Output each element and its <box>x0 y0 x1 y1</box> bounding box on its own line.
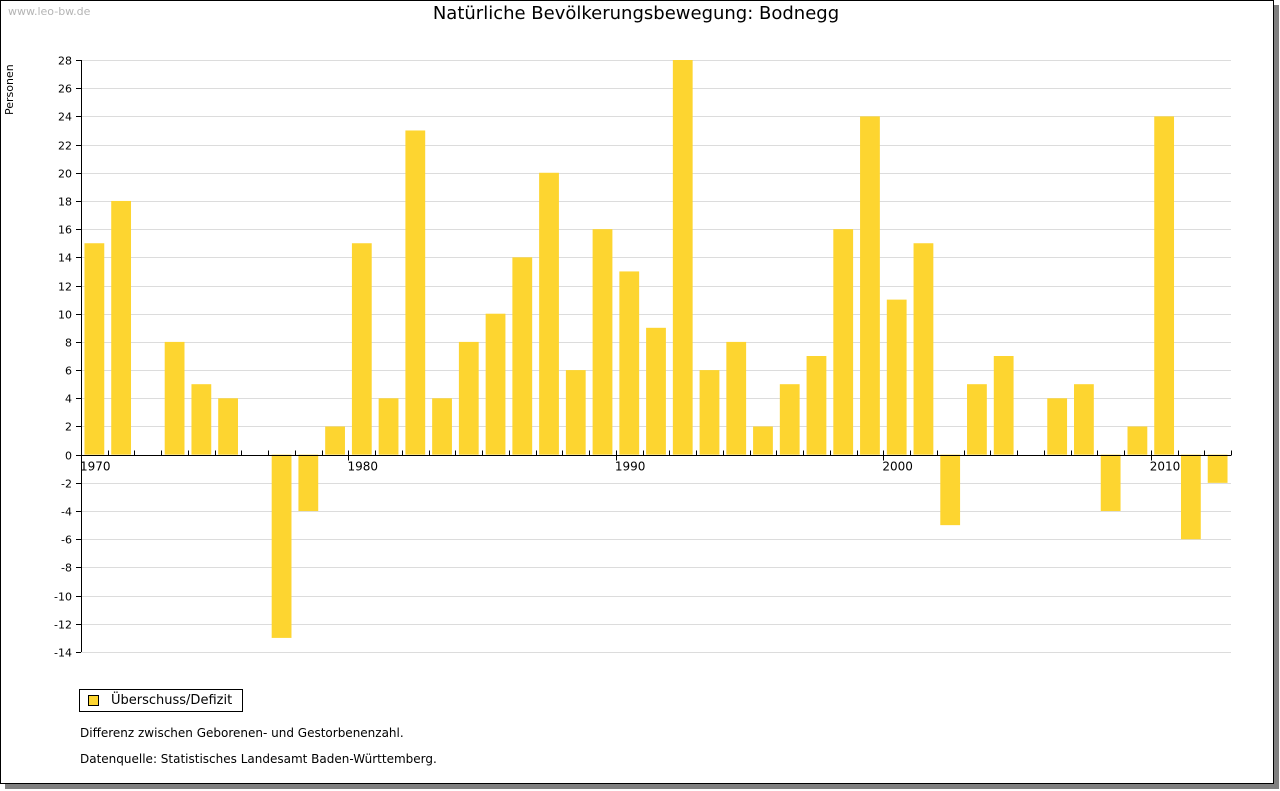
y-tick-label: 6 <box>65 365 72 378</box>
x-tick-label: 2010 <box>1150 460 1181 474</box>
y-tick-label: 16 <box>58 224 72 237</box>
y-tick-label: 10 <box>58 309 72 322</box>
y-tick-label: 18 <box>58 196 72 209</box>
x-tick-label: 2000 <box>882 460 913 474</box>
bar <box>405 130 426 455</box>
bar <box>619 271 640 455</box>
bar <box>1207 454 1228 483</box>
bar <box>913 243 934 455</box>
bar <box>298 454 319 512</box>
y-tick-label: -6 <box>61 534 72 547</box>
y-tick-label: -4 <box>61 506 72 519</box>
bar <box>458 341 479 455</box>
legend-label: Überschuss/Defizit <box>111 693 233 708</box>
bar <box>940 454 961 526</box>
bar <box>993 356 1014 455</box>
bar <box>1100 454 1121 512</box>
y-tick-label: 2 <box>65 421 72 434</box>
bar <box>646 327 666 455</box>
y-tick-label: 28 <box>58 55 72 68</box>
bar <box>1154 116 1175 455</box>
bar <box>886 299 907 455</box>
x-tick-label: 1980 <box>347 460 378 474</box>
bar <box>699 370 720 455</box>
x-tick-label: 1990 <box>615 460 646 474</box>
y-tick-label: 0 <box>65 450 72 463</box>
bar <box>779 384 800 455</box>
bar <box>378 398 399 455</box>
footnote: Differenz zwischen Geborenen- und Gestor… <box>80 726 404 740</box>
y-tick-label: -12 <box>54 619 72 632</box>
bar <box>539 172 559 455</box>
bar <box>833 229 854 455</box>
y-tick-label: -2 <box>61 478 72 491</box>
legend-swatch <box>88 695 99 706</box>
y-tick-label: 8 <box>65 337 72 350</box>
bar <box>565 370 586 455</box>
bar <box>753 426 773 455</box>
bar <box>191 384 212 455</box>
y-tick-label: -10 <box>54 591 72 604</box>
y-tick-label: -8 <box>61 562 72 575</box>
y-tick-label: 12 <box>58 281 72 294</box>
bar <box>218 398 238 455</box>
bar <box>860 116 880 455</box>
bar <box>1180 454 1201 540</box>
bar <box>512 257 533 455</box>
bar <box>672 60 693 455</box>
bar <box>967 384 987 455</box>
y-tick-label: 14 <box>58 252 72 265</box>
bar <box>84 243 105 455</box>
bar <box>325 426 345 455</box>
bar <box>351 243 372 455</box>
bar <box>432 398 452 455</box>
bar <box>1047 398 1068 455</box>
y-tick-label: 20 <box>58 168 72 181</box>
y-tick-label: 22 <box>58 140 72 153</box>
bar <box>164 341 185 455</box>
y-tick-label: -14 <box>54 647 72 660</box>
watermark: www.leo-bw.de <box>8 5 91 18</box>
y-tick-label: 4 <box>65 393 72 406</box>
y-tick-label: 24 <box>58 111 72 124</box>
x-tick-label: 1970 <box>80 460 111 474</box>
bar <box>592 229 613 455</box>
bar <box>111 200 132 455</box>
bar <box>271 454 292 638</box>
bar <box>1127 426 1148 455</box>
chart-title: Natürliche Bevölkerungsbewegung: Bodnegg <box>432 3 840 24</box>
bar <box>726 341 747 455</box>
legend: Überschuss/Defizit <box>79 689 244 712</box>
data-source: Datenquelle: Statistisches Landesamt Bad… <box>80 752 437 766</box>
bar <box>485 313 506 455</box>
y-tick-label: 26 <box>58 83 72 96</box>
bar <box>1074 384 1094 455</box>
bar <box>806 356 827 455</box>
